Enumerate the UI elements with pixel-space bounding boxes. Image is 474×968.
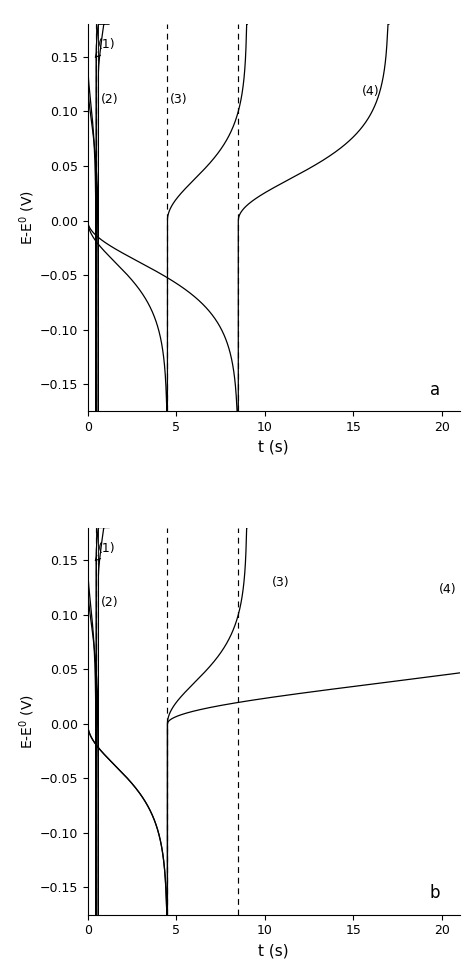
Text: (3): (3) [170, 93, 188, 106]
Text: (4): (4) [438, 583, 456, 596]
Text: (1): (1) [95, 38, 116, 57]
Text: (4): (4) [362, 85, 380, 98]
Y-axis label: E-E$^0$ (V): E-E$^0$ (V) [17, 694, 36, 748]
X-axis label: t (s): t (s) [258, 439, 289, 455]
Text: a: a [429, 381, 440, 399]
X-axis label: t (s): t (s) [258, 943, 289, 958]
Text: (2): (2) [101, 596, 118, 609]
Text: (3): (3) [272, 577, 290, 590]
Text: b: b [429, 885, 440, 902]
Text: (1): (1) [95, 541, 116, 560]
Text: (2): (2) [101, 93, 118, 106]
Y-axis label: E-E$^0$ (V): E-E$^0$ (V) [17, 191, 36, 245]
